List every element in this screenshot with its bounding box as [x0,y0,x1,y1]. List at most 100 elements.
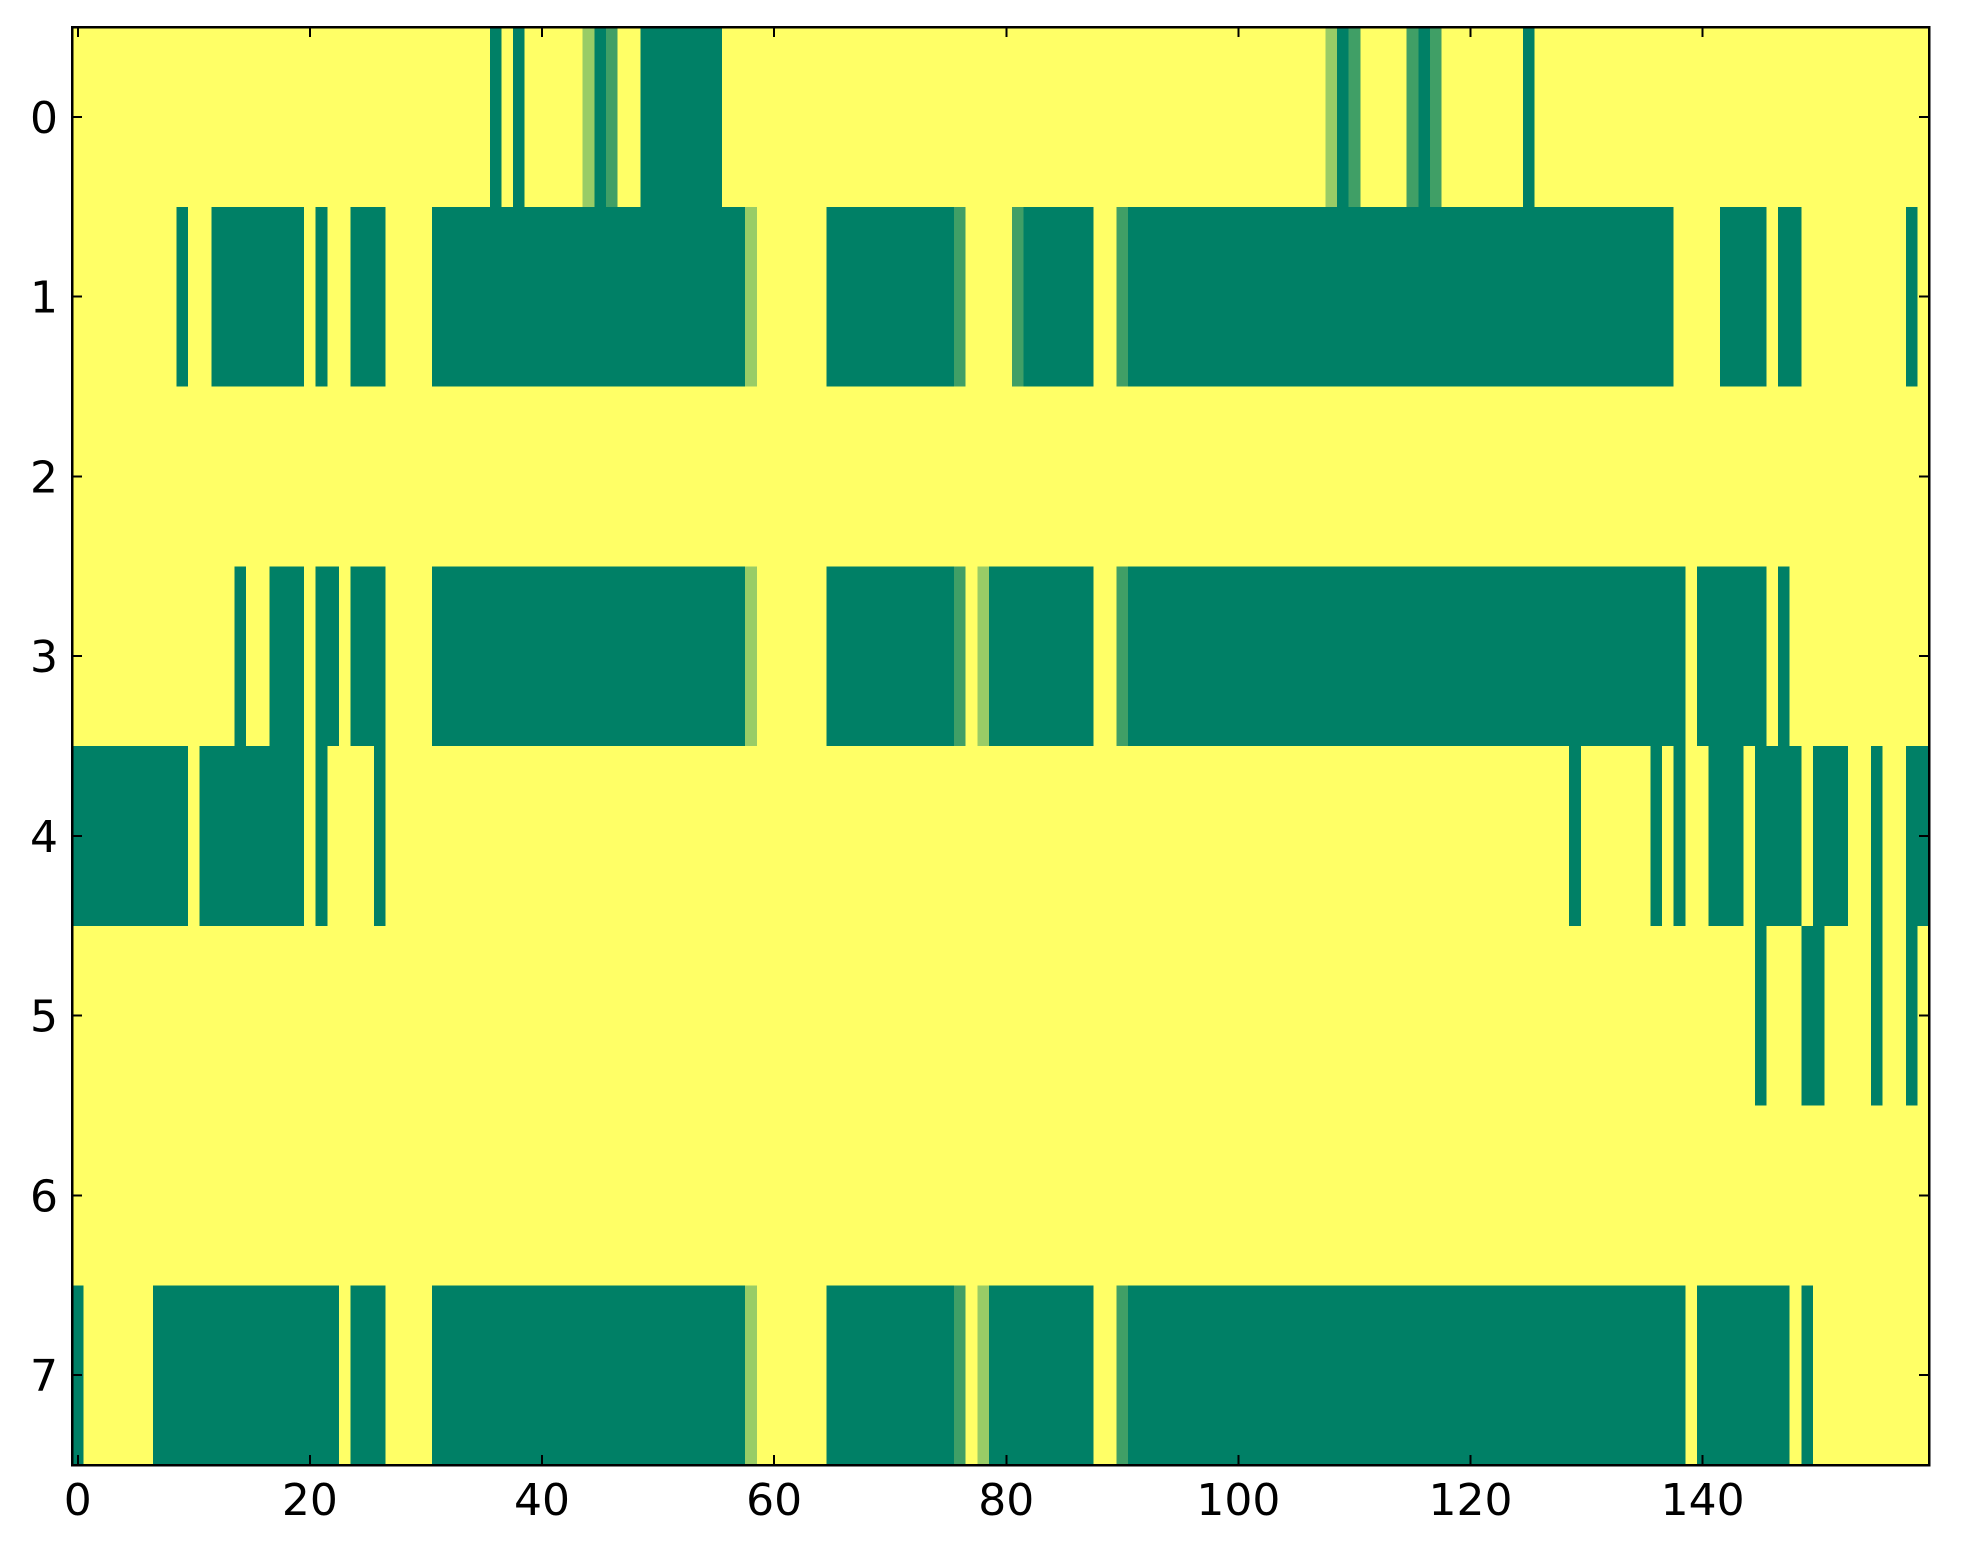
cell [1279,1285,1292,1466]
cell [1545,206,1559,388]
cell [872,1285,886,1466]
cell [1580,746,1594,927]
cell [861,566,874,747]
cell [1302,1105,1315,1286]
cell [222,1285,236,1466]
cell [1337,206,1350,388]
cell [95,27,108,208]
cell [1000,925,1013,1107]
cell [652,925,665,1107]
cell [1720,746,1733,927]
cell [1673,386,1686,567]
cell [1279,1105,1292,1286]
cell [965,27,978,208]
cell [1302,27,1315,208]
cell [1151,925,1164,1107]
cell [884,1285,897,1466]
cell [919,746,932,927]
cell [907,746,920,927]
cell [1035,27,1048,208]
cell [594,1285,607,1466]
cell [431,566,444,747]
cell [304,206,317,388]
cell [1859,746,1872,927]
cell [1534,386,1547,567]
cell [431,386,444,567]
cell [1244,566,1257,747]
cell [1012,1285,1025,1466]
cell [1638,1105,1652,1286]
cell [745,566,758,747]
cell [803,1285,816,1466]
cell [721,925,735,1107]
cell [106,206,120,388]
cell [1627,746,1640,927]
cell [1778,746,1791,927]
cell [721,386,735,567]
cell [141,925,154,1107]
cell [1360,206,1373,388]
cell [1812,1105,1826,1286]
cell [1162,27,1176,208]
cell [280,206,294,388]
cell [1151,386,1164,567]
cell [1662,925,1675,1107]
cell [1383,746,1396,927]
cell [188,925,201,1107]
cell [1487,1105,1501,1286]
cell [1847,1105,1860,1286]
cell [106,925,120,1107]
cell [1627,27,1640,208]
cell [1255,925,1269,1107]
cell [536,746,549,927]
cell [1012,925,1025,1107]
cell [1139,925,1152,1107]
cell [1754,925,1768,1107]
x-tick-label: 120 [1429,1475,1513,1526]
cell [1023,386,1036,567]
cell [942,386,955,567]
cell [130,1105,143,1286]
cell [1139,566,1152,747]
cell [756,27,769,208]
cell [803,206,816,388]
cell [733,746,746,927]
cell [1720,925,1733,1107]
cell [176,1105,189,1286]
cell [1325,27,1338,208]
cell [1406,386,1419,567]
cell [1894,1105,1907,1286]
cell [1232,206,1245,388]
cell [884,206,897,388]
cell [1789,746,1802,927]
cell [536,27,549,208]
cell [373,206,386,388]
cell [977,566,990,747]
cell [1116,566,1129,747]
cell [896,1285,909,1466]
cell [1302,1285,1315,1466]
cell [269,206,282,388]
cell [1325,206,1338,388]
cell [1487,925,1501,1107]
cell [420,206,433,388]
cell [884,925,897,1107]
cell [1499,1105,1512,1286]
cell [1371,566,1385,747]
cell [698,206,711,388]
cell [594,746,607,927]
cell [803,566,816,747]
cell [466,206,479,388]
cell [1313,1105,1327,1286]
cell [1847,386,1860,567]
cell [617,206,630,388]
cell [153,386,166,567]
cell [1476,206,1489,388]
cell [814,206,828,388]
cell [1371,386,1385,567]
cell [872,386,886,567]
cell [1696,925,1710,1107]
cell [513,386,526,567]
cell [489,925,503,1107]
cell [1487,746,1501,927]
